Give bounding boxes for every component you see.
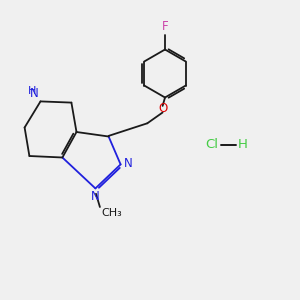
Text: F: F xyxy=(162,20,168,33)
Text: H: H xyxy=(238,138,247,151)
Text: N: N xyxy=(124,157,132,170)
Text: H: H xyxy=(28,86,36,96)
Text: N: N xyxy=(30,87,39,100)
Text: CH₃: CH₃ xyxy=(102,208,122,218)
Text: Cl: Cl xyxy=(205,138,218,151)
Text: O: O xyxy=(158,102,167,116)
Text: N: N xyxy=(91,190,100,203)
